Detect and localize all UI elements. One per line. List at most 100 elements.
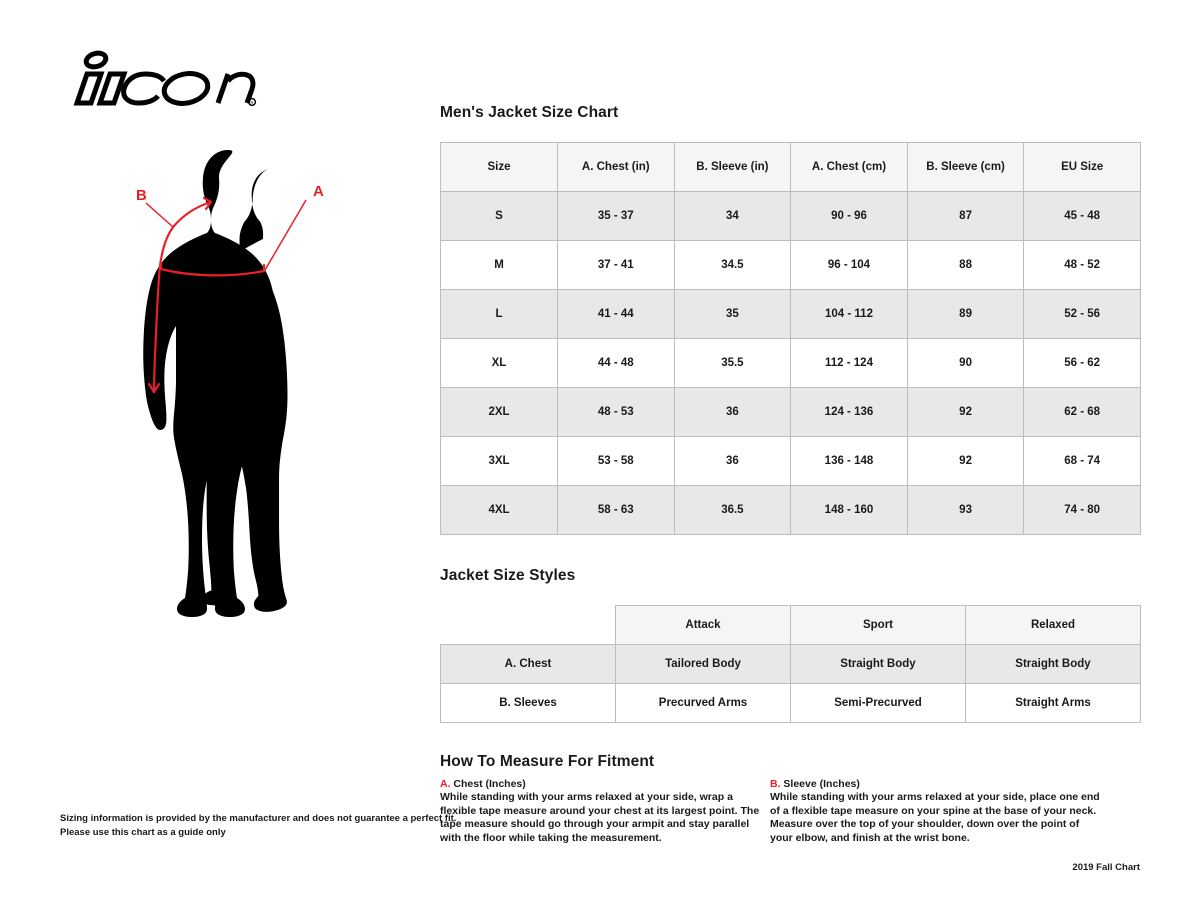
cell-eu-size: 45 - 48 [1023,191,1141,241]
col-header-sleeve-cm: B. Sleeve (cm) [906,142,1025,192]
styles-cell-sport-sleeves: Semi-Precurved [790,683,966,723]
cell-sleeve-cm: 90 [906,338,1025,388]
cell-chest-cm: 112 - 124 [790,338,908,388]
styles-header-row: Attack Sport Relaxed [441,605,1141,645]
measure-title: How To Measure For Fitment [440,753,655,770]
cell-size: 4XL [440,485,558,535]
cell-chest-in: 53 - 58 [557,436,675,486]
cell-sleeve-in: 34 [673,191,792,241]
chart-date-label: 2019 Fall Chart [1072,862,1140,873]
leader-line-b [145,202,174,228]
styles-col-sport: Sport [790,605,966,645]
table-row: A. Chest Tailored Body Straight Body Str… [440,644,1141,684]
cell-size: XL [440,338,558,388]
table-row: L 41 - 44 35 104 - 112 89 52 - 56 [440,289,1141,339]
cell-sleeve-in: 36 [673,387,792,437]
col-header-chest-cm: A. Chest (cm) [790,142,908,192]
cell-eu-size: 62 - 68 [1023,387,1141,437]
cell-chest-cm: 90 - 96 [790,191,908,241]
label-b: B [136,187,147,204]
styles-corner-cell [441,606,616,645]
cell-chest-in: 41 - 44 [557,289,675,339]
cell-size: 2XL [440,387,558,437]
jacket-size-styles-section: Jacket Size Styles Attack Sport Relaxed … [440,567,1141,723]
measure-sleeve-body: While standing with your arms relaxed at… [770,791,1100,844]
cell-chest-cm: 124 - 136 [790,387,908,437]
measure-chest-label: Chest (Inches) [453,778,526,790]
cell-sleeve-in: 35.5 [673,338,792,388]
cell-eu-size: 48 - 52 [1023,240,1141,290]
cell-chest-in: 35 - 37 [557,191,675,241]
styles-cell-relaxed-sleeves: Straight Arms [965,683,1141,723]
col-header-eu-size: EU Size [1023,142,1141,192]
measure-chest-body: While standing with your arms relaxed at… [440,791,760,844]
styles-row-label-sleeves: B. Sleeves [440,683,616,723]
content-column: Men's Jacket Size Chart Size A. Chest (i… [440,104,1141,845]
trademark-glyph: R [250,101,254,106]
jacket-size-styles-table: Attack Sport Relaxed A. Chest Tailored B… [440,605,1141,723]
cell-chest-in: 44 - 48 [557,338,675,388]
styles-col-relaxed: Relaxed [965,605,1141,645]
styles-col-attack: Attack [615,605,791,645]
disclaimer-line-1: Sizing information is provided by the ma… [60,813,457,824]
table-row: M 37 - 41 34.5 96 - 104 88 48 - 52 [440,240,1141,290]
styles-cell-relaxed-chest: Straight Body [965,644,1141,684]
icon-brand-logo: R [60,48,260,110]
table-row: B. Sleeves Precurved Arms Semi-Precurved… [440,683,1141,723]
leader-line-a [264,199,307,271]
cell-size: M [440,240,558,290]
cell-chest-cm: 96 - 104 [790,240,908,290]
cell-size: L [440,289,558,339]
styles-cell-attack-sleeves: Precurved Arms [615,683,791,723]
label-a: A [313,183,324,200]
cell-sleeve-cm: 92 [906,436,1025,486]
cell-sleeve-in: 35 [673,289,792,339]
col-header-size: Size [440,142,558,192]
table-row: S 35 - 37 34 90 - 96 87 45 - 48 [440,191,1141,241]
cell-sleeve-cm: 93 [906,485,1025,535]
cell-chest-cm: 104 - 112 [790,289,908,339]
disclaimer-text: Sizing information is provided by the ma… [60,812,460,839]
measure-sleeve-heading: B. Sleeve (Inches) [770,778,1100,790]
cell-eu-size: 74 - 80 [1023,485,1141,535]
cell-eu-size: 56 - 62 [1023,338,1141,388]
cell-chest-in: 58 - 63 [557,485,675,535]
styles-row-label-chest: A. Chest [440,644,616,684]
measure-marker-b: B. [770,778,781,790]
styles-title: Jacket Size Styles [440,567,576,584]
how-to-measure-section: How To Measure For Fitment A. Chest (Inc… [440,753,1140,845]
table-row: 4XL 58 - 63 36.5 148 - 160 93 74 - 80 [440,485,1141,535]
cell-sleeve-cm: 89 [906,289,1025,339]
mens-jacket-size-table: Size A. Chest (in) B. Sleeve (in) A. Che… [440,142,1141,535]
measure-sleeve-label: Sleeve (Inches) [783,778,860,790]
cell-size: 3XL [440,436,558,486]
measure-item-chest: A. Chest (Inches) While standing with yo… [440,778,770,845]
cell-chest-in: 48 - 53 [557,387,675,437]
cell-eu-size: 68 - 74 [1023,436,1141,486]
cell-chest-cm: 136 - 148 [790,436,908,486]
male-silhouette [143,150,288,617]
cell-size: S [440,191,558,241]
measure-item-sleeve: B. Sleeve (Inches) While standing with y… [770,778,1100,845]
body-measurement-figure: A B [118,140,368,640]
cell-sleeve-in: 36 [673,436,792,486]
col-header-sleeve-in: B. Sleeve (in) [673,142,792,192]
measure-marker-a: A. [440,778,451,790]
disclaimer-line-2: Please use this chart as a guide only [60,826,226,838]
col-header-chest-in: A. Chest (in) [557,142,675,192]
size-table-header-row: Size A. Chest (in) B. Sleeve (in) A. Che… [440,142,1141,192]
cell-chest-in: 37 - 41 [557,240,675,290]
table-row: XL 44 - 48 35.5 112 - 124 90 56 - 62 [440,338,1141,388]
styles-cell-sport-chest: Straight Body [790,644,966,684]
cell-sleeve-cm: 87 [906,191,1025,241]
size-chart-title: Men's Jacket Size Chart [440,104,619,121]
table-row: 2XL 48 - 53 36 124 - 136 92 62 - 68 [440,387,1141,437]
cell-sleeve-in: 36.5 [673,485,792,535]
styles-cell-attack-chest: Tailored Body [615,644,791,684]
cell-sleeve-in: 34.5 [673,240,792,290]
measure-chest-heading: A. Chest (Inches) [440,778,770,790]
cell-chest-cm: 148 - 160 [790,485,908,535]
sleeve-measure-line [147,196,213,394]
cell-eu-size: 52 - 56 [1023,289,1141,339]
